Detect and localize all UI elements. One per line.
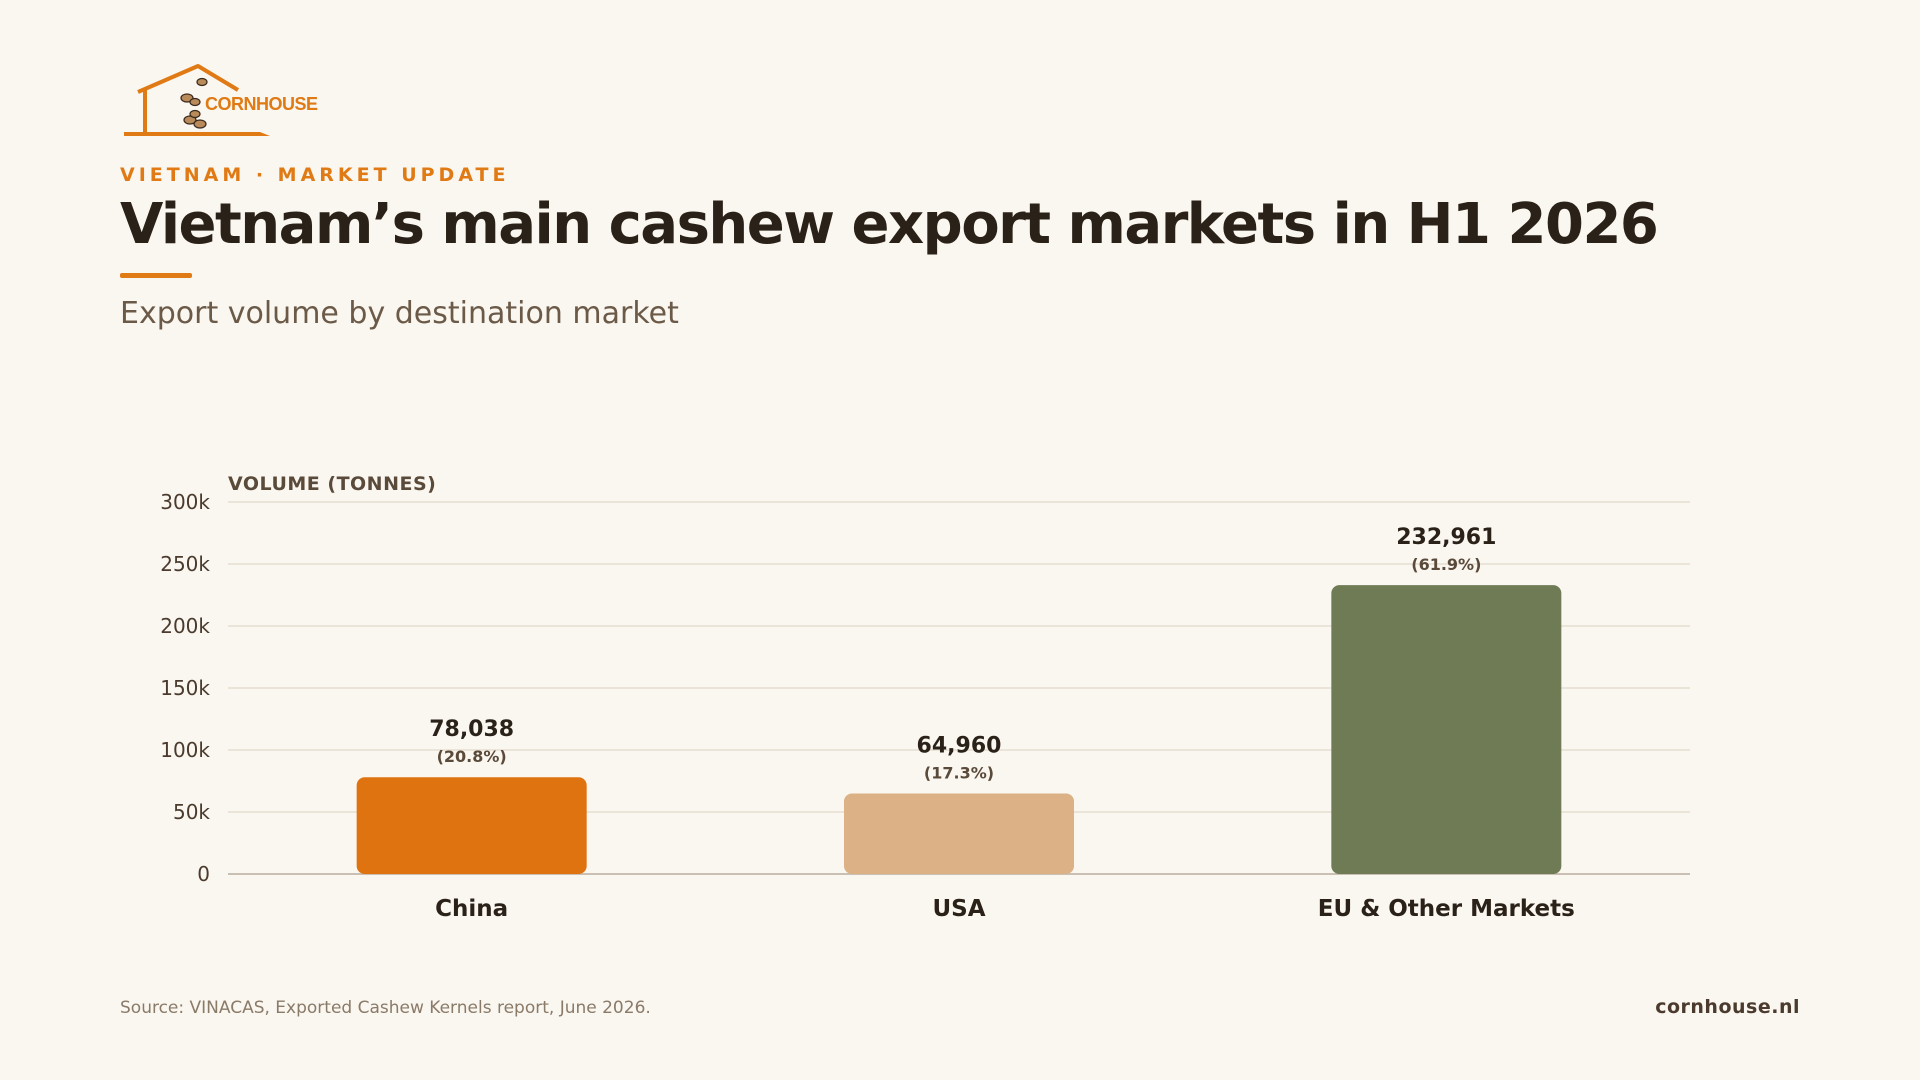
source-note: Source: VINACAS, Exported Cashew Kernels… (120, 998, 651, 1018)
x-tick-label: China (435, 896, 508, 922)
bar-value-label: 64,960 (917, 733, 1002, 758)
y-tick-label: 300k (160, 490, 210, 514)
y-tick-label: 0 (197, 862, 210, 886)
y-tick-label: 100k (160, 738, 210, 762)
x-tick-label: EU & Other Markets (1318, 896, 1575, 922)
bar-share-label: (20.8%) (437, 747, 507, 766)
title-underline (120, 273, 192, 278)
bar-value-label: 232,961 (1396, 525, 1496, 550)
bar (1331, 585, 1562, 874)
y-tick-label: 150k (160, 676, 210, 700)
y-tick-label: 250k (160, 552, 210, 576)
y-tick-label: 200k (160, 614, 210, 638)
bar (844, 793, 1074, 874)
bar-value-label: 78,038 (429, 717, 514, 742)
y-tick-label: 50k (173, 800, 210, 824)
page-title: Vietnam’s main cashew export markets in … (120, 192, 1659, 257)
y-axis-title: VOLUME (TONNES) (228, 473, 436, 495)
logo-text: CORNHOUSE (205, 94, 318, 114)
bar (356, 777, 587, 874)
cornhouse-logo (124, 64, 270, 136)
x-tick-label: USA (932, 896, 985, 922)
eyebrow: VIETNAM · MARKET UPDATE (120, 164, 510, 186)
bar-share-label: (17.3%) (924, 763, 994, 782)
page-subtitle: Export volume by destination market (120, 296, 679, 331)
website-link[interactable]: cornhouse.nl (1655, 996, 1800, 1018)
bar-share-label: (61.9%) (1411, 555, 1481, 574)
